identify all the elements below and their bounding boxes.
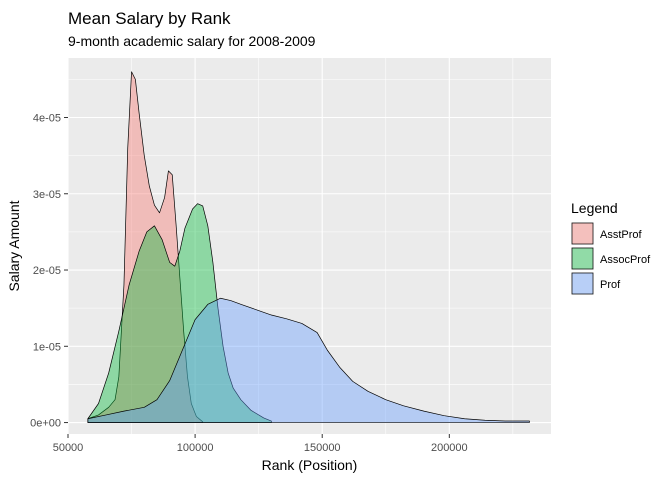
legend-swatch-assocprof <box>571 247 594 270</box>
y-axis: 0e+00 1e-05 2e-05 3e-05 4e-05 <box>30 112 68 430</box>
y-axis-label: Salary Amount <box>6 200 22 291</box>
legend-swatch-asstprof <box>571 222 594 245</box>
x-tick-label: 50000 <box>53 442 84 454</box>
legend: Legend AsstProf AssocProf Prof <box>571 200 651 295</box>
y-tick-label: 2e-05 <box>33 265 61 277</box>
legend-label-assocprof: AssocProf <box>600 254 651 266</box>
legend-label-prof: Prof <box>600 279 621 291</box>
legend-items: AsstProf AssocProf Prof <box>571 222 651 295</box>
density-areas <box>87 71 530 423</box>
y-tick-label: 3e-05 <box>33 189 61 201</box>
x-tick-label: 100000 <box>177 442 214 454</box>
y-tick-label: 1e-05 <box>33 341 61 353</box>
x-tick-label: 150000 <box>304 442 341 454</box>
legend-key-background <box>571 272 594 295</box>
chart-title: Mean Salary by Rank <box>68 9 231 28</box>
x-axis-label: Rank (Position) <box>262 457 358 473</box>
chart-subtitle: 9-month academic salary for 2008-2009 <box>68 33 316 49</box>
y-tick-label: 4e-05 <box>33 112 61 124</box>
legend-swatch-prof <box>571 272 594 295</box>
legend-title: Legend <box>571 200 618 216</box>
legend-key-background <box>571 247 594 270</box>
density-area-prof <box>87 297 530 423</box>
legend-label-asstprof: AsstProf <box>600 229 643 241</box>
legend-key-background <box>571 222 594 245</box>
x-axis: 50000 100000 150000 200000 <box>53 434 468 454</box>
density-area-assocprof <box>87 203 272 423</box>
plot-panel <box>68 58 551 434</box>
x-tick-label: 200000 <box>431 442 468 454</box>
y-tick-label: 0e+00 <box>30 418 61 430</box>
density-area-asstprof <box>87 71 204 423</box>
